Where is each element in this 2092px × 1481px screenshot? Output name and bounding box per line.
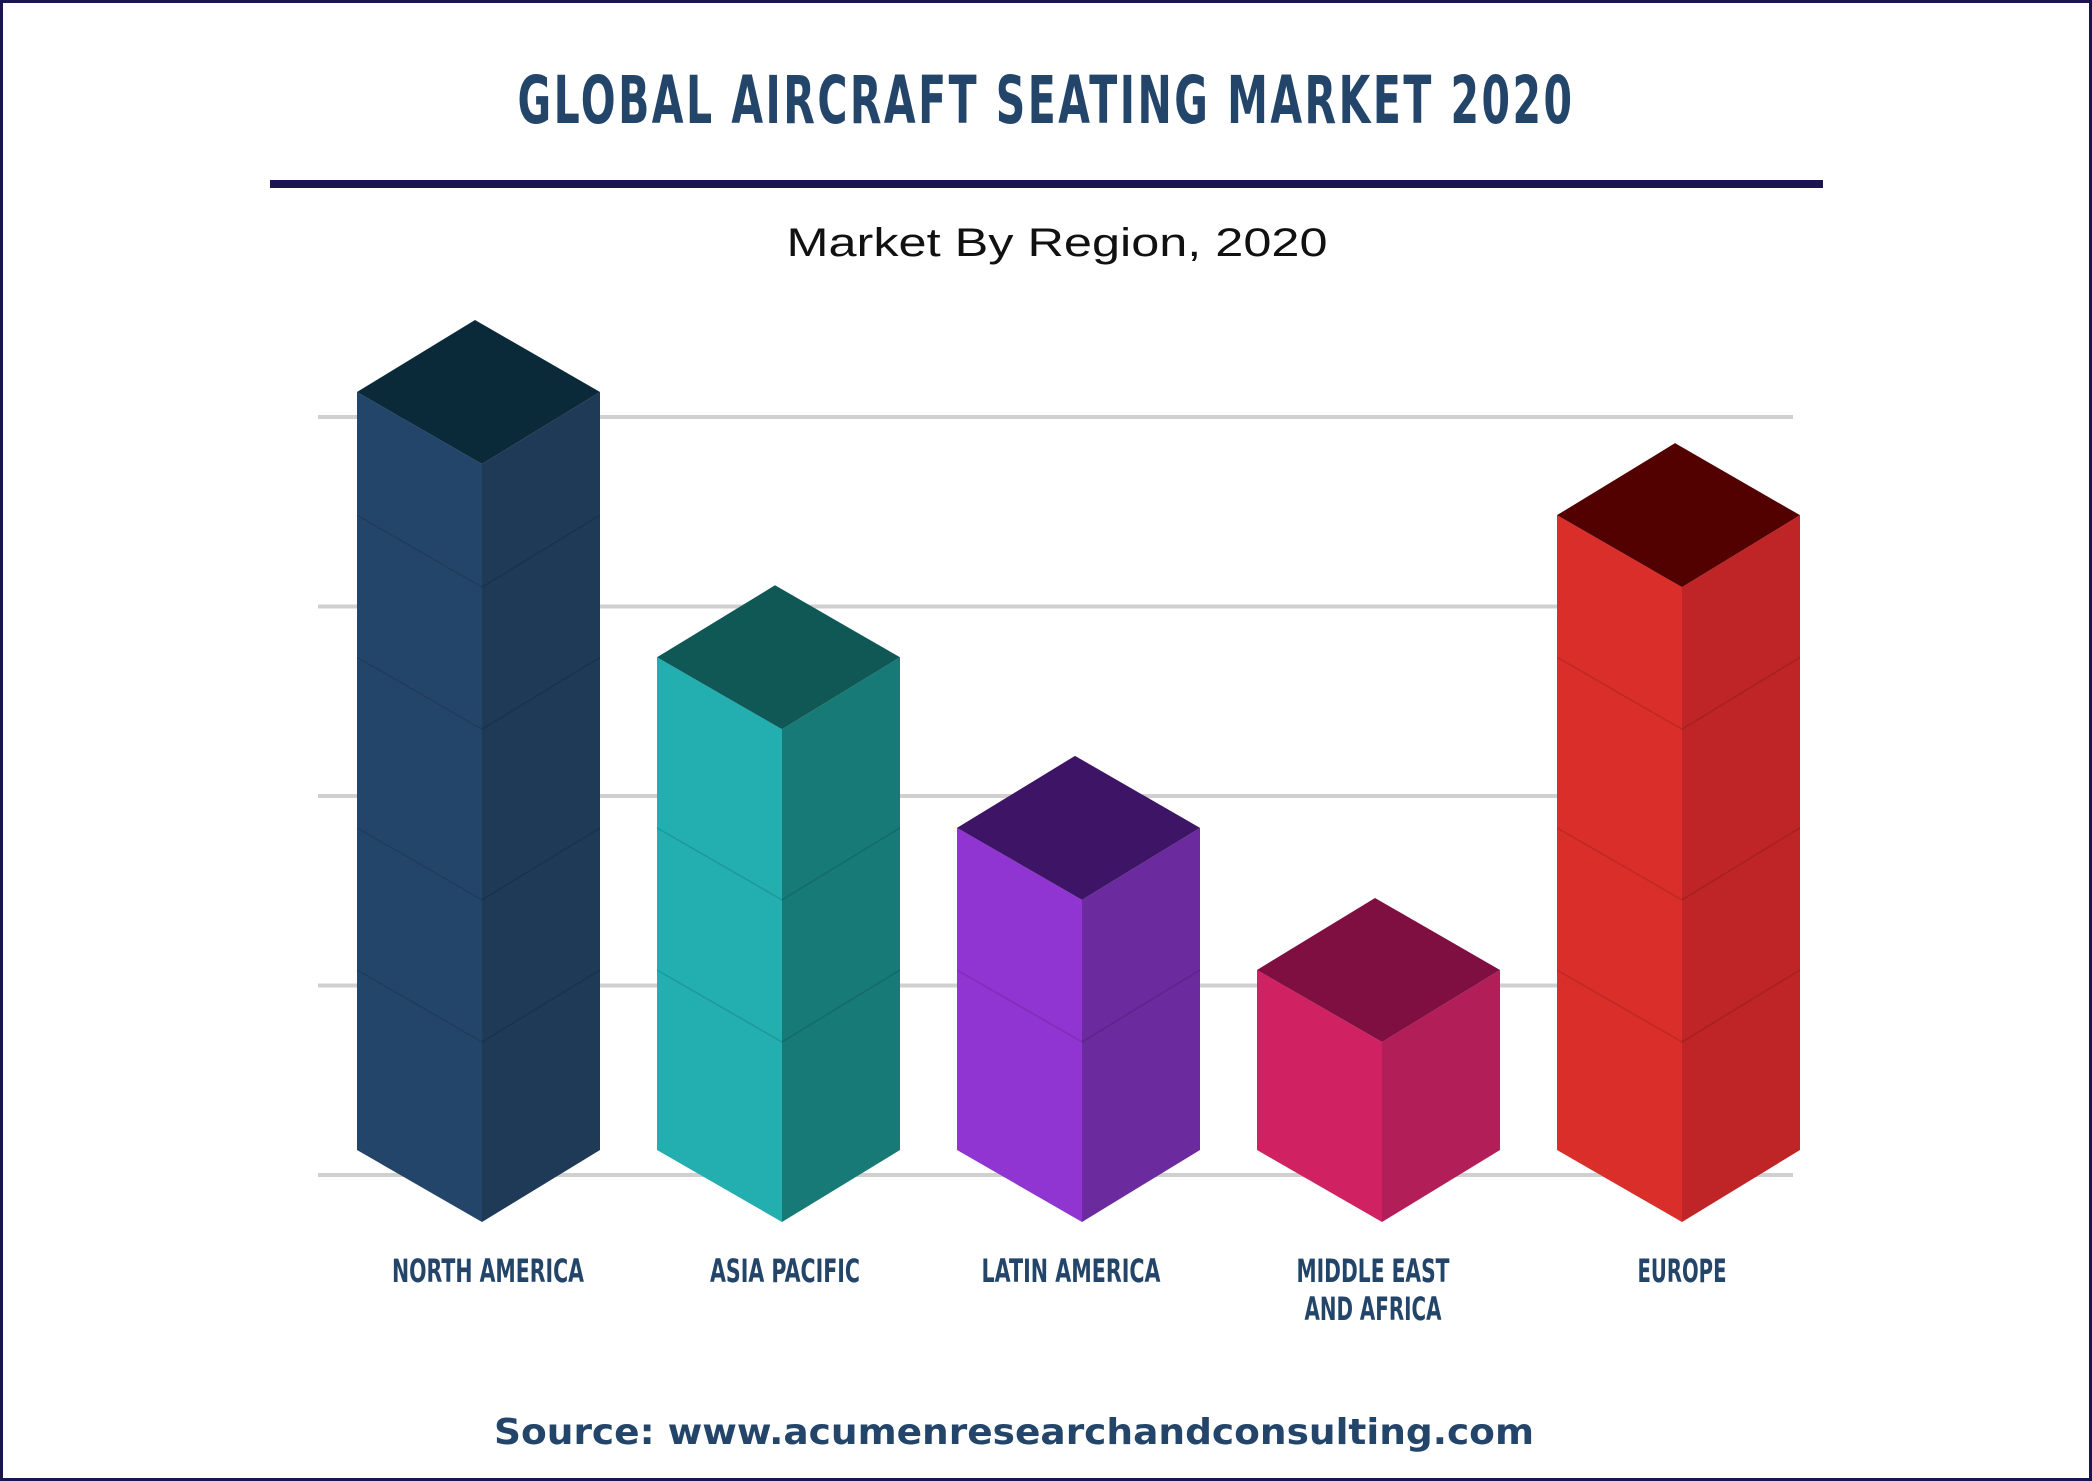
bar-segment-line	[1556, 969, 1801, 1043]
bar-top-face	[957, 755, 1200, 900]
category-label: AND AFRICA	[1305, 1290, 1442, 1328]
bar-top-face	[1557, 443, 1800, 588]
category-label: LATIN AMERICA	[982, 1252, 1161, 1290]
page-title: GLOBAL AIRCRAFT SEATING MARKET 2020	[518, 62, 1575, 139]
bar-side-face	[482, 392, 600, 1222]
bar-top-face	[357, 320, 600, 464]
bar-segment-line	[656, 969, 901, 1043]
bar-segment-line	[356, 514, 601, 589]
bar-front-face	[957, 827, 1082, 1222]
bar-segment-line	[356, 827, 601, 901]
bar-middle-east-and-africa	[1257, 897, 1500, 1222]
bar-side-face	[1682, 515, 1800, 1222]
category-label: EUROPE	[1638, 1252, 1727, 1290]
bar-latin-america	[956, 755, 1201, 1222]
chart-subtitle: Market By Region, 2020	[787, 221, 1328, 265]
category-label: NORTH AMERICA	[392, 1252, 584, 1290]
title-divider	[270, 180, 1823, 188]
bar-front-face	[657, 657, 782, 1222]
category-label: MIDDLE EAST	[1297, 1252, 1450, 1290]
bar-europe	[1556, 443, 1801, 1222]
source-credit: Source: www.acumenresearchandconsulting.…	[494, 1412, 1534, 1453]
bar-segment-line	[356, 969, 601, 1043]
bar-front-face	[357, 392, 482, 1222]
category-label: ASIA PACIFIC	[710, 1252, 860, 1290]
bar-north-america	[356, 320, 601, 1222]
bar-front-face	[1557, 515, 1682, 1222]
bar-segment-line	[956, 969, 1201, 1043]
bar-side-face	[1382, 969, 1500, 1222]
bar-front-face	[1257, 969, 1382, 1222]
bar-segment-line	[1556, 656, 1801, 731]
bar-asia-pacific	[656, 585, 901, 1222]
bar-segment-line	[656, 827, 901, 901]
bar-side-face	[782, 657, 900, 1222]
bar-segment-line	[356, 656, 601, 731]
bars	[356, 320, 1801, 1222]
bar-top-face	[657, 585, 900, 730]
bar-segment-line	[1556, 827, 1801, 901]
bar-side-face	[1082, 827, 1200, 1222]
bar-top-face	[1257, 897, 1500, 1042]
category-labels: NORTH AMERICA ASIA PACIFIC LATIN AMERICA MI…	[392, 1252, 1727, 1328]
